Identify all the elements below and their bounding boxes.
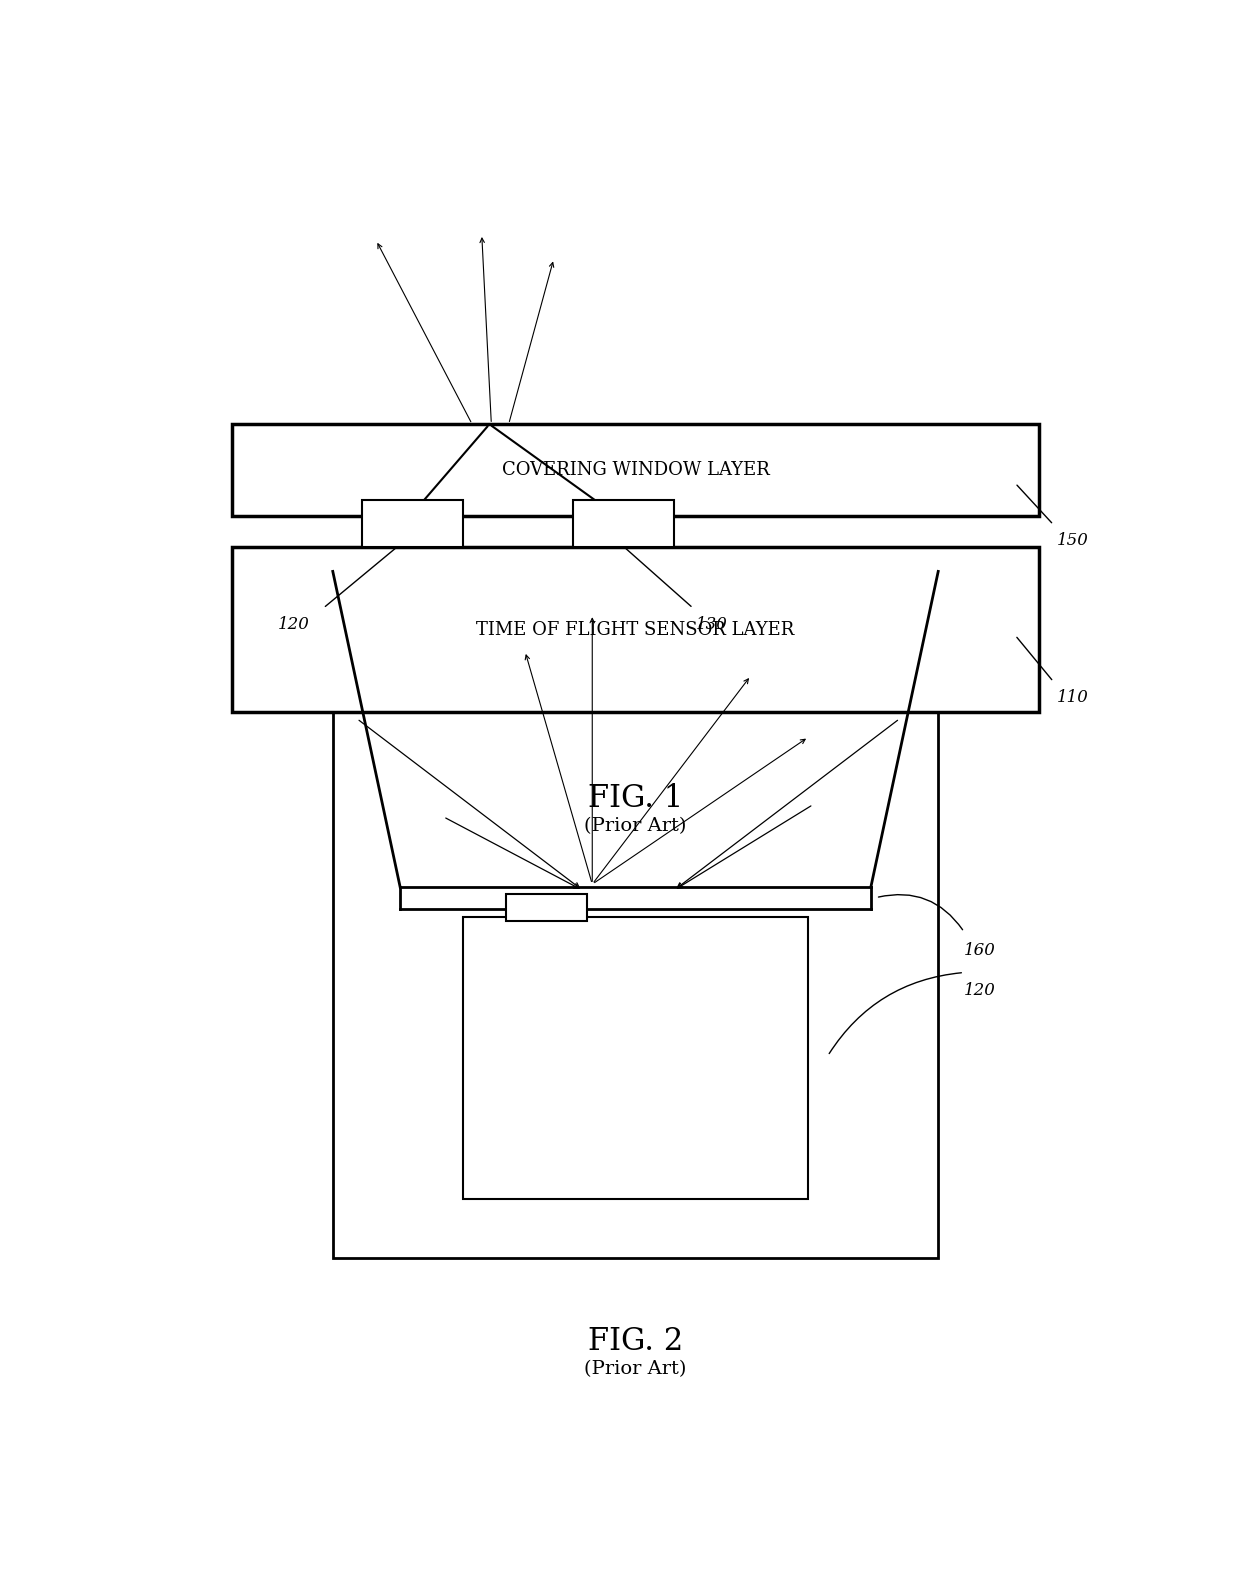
Text: FIG. 1: FIG. 1 [588,782,683,814]
Bar [232,546,1039,712]
Text: COVERING WINDOW LAYER: COVERING WINDOW LAYER [502,462,769,479]
Text: (Prior Art): (Prior Art) [584,1360,687,1378]
Text: TIME OF FLIGHT SENSOR LAYER: TIME OF FLIGHT SENSOR LAYER [476,621,795,639]
Bar [506,894,588,921]
Text: 130: 130 [696,615,728,632]
Text: 110: 110 [1056,690,1089,706]
Bar [232,424,1039,516]
Text: 120: 120 [278,615,310,632]
Text: FIG. 2: FIG. 2 [588,1327,683,1357]
Bar [463,918,808,1200]
Bar [362,500,463,546]
Text: 160: 160 [965,941,996,959]
Text: 150: 150 [1056,532,1089,550]
Text: 120: 120 [965,983,996,999]
Text: (Prior Art): (Prior Art) [584,817,687,836]
Bar [332,572,939,1258]
Bar [573,500,675,546]
